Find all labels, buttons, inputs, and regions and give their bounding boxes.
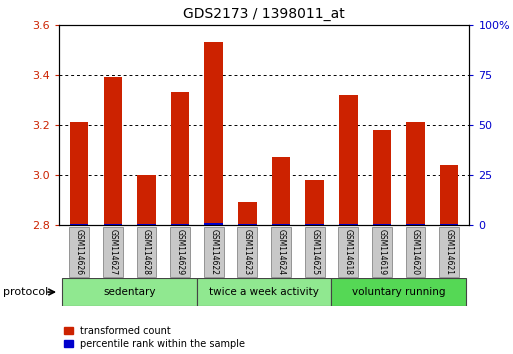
Bar — [440, 165, 459, 225]
Bar — [171, 92, 189, 225]
Text: protocol: protocol — [3, 287, 48, 297]
Bar — [305, 180, 324, 225]
FancyBboxPatch shape — [339, 227, 358, 278]
FancyBboxPatch shape — [197, 279, 331, 306]
Bar — [238, 202, 256, 225]
Bar — [70, 224, 88, 225]
Legend: transformed count, percentile rank within the sample: transformed count, percentile rank withi… — [64, 326, 245, 349]
FancyBboxPatch shape — [305, 227, 325, 278]
Text: GSM114619: GSM114619 — [378, 229, 386, 275]
Bar — [104, 224, 122, 225]
Bar — [406, 122, 425, 225]
FancyBboxPatch shape — [331, 279, 466, 306]
FancyBboxPatch shape — [439, 227, 459, 278]
FancyBboxPatch shape — [204, 227, 224, 278]
Text: GSM114621: GSM114621 — [445, 229, 453, 275]
Text: sedentary: sedentary — [104, 287, 156, 297]
Bar — [272, 224, 290, 225]
Bar — [104, 77, 122, 225]
Text: GSM114625: GSM114625 — [310, 229, 319, 275]
Bar — [137, 175, 156, 225]
Bar — [305, 224, 324, 225]
Text: GSM114620: GSM114620 — [411, 229, 420, 275]
Text: GSM114629: GSM114629 — [175, 229, 185, 275]
Bar — [372, 224, 391, 225]
Text: twice a week activity: twice a week activity — [209, 287, 319, 297]
Text: voluntary running: voluntary running — [352, 287, 445, 297]
FancyBboxPatch shape — [372, 227, 392, 278]
Text: GSM114624: GSM114624 — [277, 229, 286, 275]
Text: GSM114627: GSM114627 — [108, 229, 117, 275]
Bar — [171, 224, 189, 225]
FancyBboxPatch shape — [271, 227, 291, 278]
FancyBboxPatch shape — [170, 227, 190, 278]
Bar — [238, 224, 256, 225]
Title: GDS2173 / 1398011_at: GDS2173 / 1398011_at — [183, 7, 345, 21]
FancyBboxPatch shape — [103, 227, 123, 278]
Text: GSM114626: GSM114626 — [75, 229, 84, 275]
Text: GSM114622: GSM114622 — [209, 229, 218, 275]
Text: GSM114618: GSM114618 — [344, 229, 353, 275]
Bar — [339, 95, 358, 225]
Bar — [205, 42, 223, 225]
Bar — [272, 157, 290, 225]
Bar — [440, 224, 459, 225]
FancyBboxPatch shape — [63, 279, 197, 306]
Text: GSM114628: GSM114628 — [142, 229, 151, 275]
Bar — [70, 122, 88, 225]
FancyBboxPatch shape — [238, 227, 258, 278]
Bar — [205, 223, 223, 225]
Bar — [372, 130, 391, 225]
Bar — [339, 224, 358, 225]
FancyBboxPatch shape — [136, 227, 156, 278]
Text: GSM114623: GSM114623 — [243, 229, 252, 275]
Bar — [406, 224, 425, 225]
FancyBboxPatch shape — [69, 227, 89, 278]
Bar — [137, 224, 156, 225]
FancyBboxPatch shape — [406, 227, 425, 278]
